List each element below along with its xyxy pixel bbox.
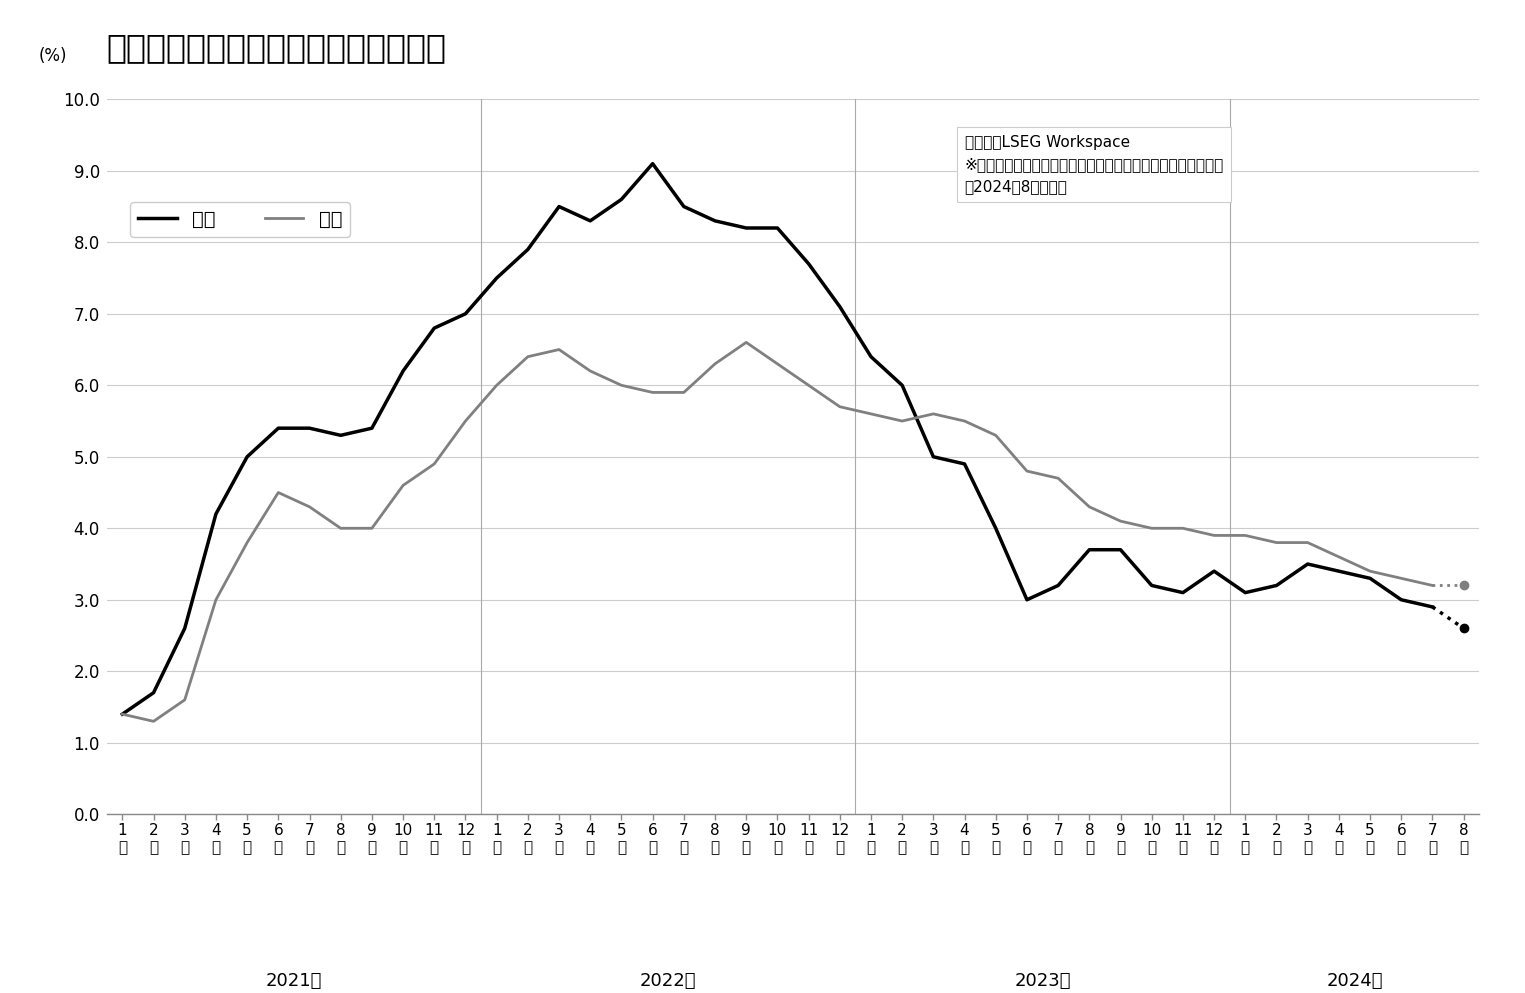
Text: (%): (%) — [38, 47, 67, 65]
Text: 2021年: 2021年 — [265, 971, 322, 990]
Text: 2023年: 2023年 — [1014, 971, 1071, 990]
Text: 米国の消費者物価指数の上昇率の推移: 米国の消費者物価指数の上昇率の推移 — [107, 32, 447, 65]
Legend: 総合, コア: 総合, コア — [130, 202, 351, 236]
Text: 2024年: 2024年 — [1327, 971, 1383, 990]
Text: 2022年: 2022年 — [640, 971, 697, 990]
Text: データ：LSEG Workspace
※前年同月比伸び率。コアは食品とエネルギーを除いた指数。
　2024年8月は予想: データ：LSEG Workspace ※前年同月比伸び率。コアは食品とエネルギー… — [964, 135, 1223, 195]
